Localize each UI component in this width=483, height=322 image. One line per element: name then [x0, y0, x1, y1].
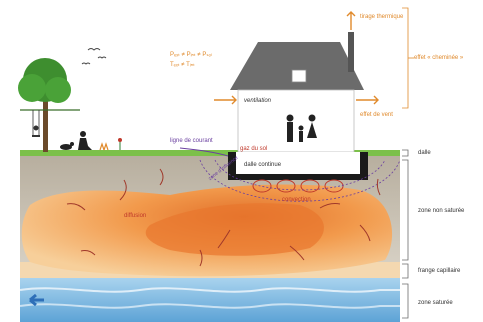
label-effet-cheminee: effet « cheminée »: [414, 55, 464, 61]
groundwater-flow-arrow: [29, 293, 44, 307]
crawl-space: [236, 152, 360, 174]
label-ligne-de-courant: ligne de courant: [170, 138, 213, 144]
family-icon: [286, 114, 317, 142]
label-effet-de-vent: effet de vent: [360, 112, 393, 118]
flow-arrow-icon: [66, 168, 381, 267]
label-zone-non-saturee: zone non saturée: [418, 208, 465, 214]
birds-icon: [81, 48, 107, 65]
zone-of-influence-arcs: [199, 159, 401, 202]
ground-surface: [20, 150, 400, 156]
label-dalle: dalle: [418, 150, 431, 156]
layer-brackets: [402, 149, 409, 319]
ventilation-arrows: [214, 11, 379, 105]
water-wave-2: [19, 303, 400, 309]
streamline-arrow: [179, 147, 229, 157]
house-walls: [237, 89, 355, 153]
house-window: [291, 69, 307, 83]
label-pressure-2: Tₑₓₜ ≠ Tᵢₙₜ: [170, 62, 195, 68]
label-diffusion: diffusion: [124, 213, 147, 219]
house-chimney: [348, 32, 354, 72]
person-sitting-icon: [78, 131, 92, 150]
dog-icon: [60, 142, 74, 150]
label-ventilation: ventilation: [244, 98, 272, 104]
plant-icon: [99, 138, 122, 151]
plume-core: [145, 203, 324, 256]
saturated-zone-water: [20, 278, 400, 322]
label-dalle-continue: dalle continue: [244, 162, 282, 168]
label-pressure-1: Pₑₓₜ ≠ Pᵢₙₜ ≠ Pₛₒₗ: [170, 52, 212, 58]
right-brackets: [402, 7, 414, 109]
house-roof: [230, 42, 364, 90]
continuous-slab: [228, 174, 368, 180]
convection-loops: [252, 179, 344, 193]
house: [228, 32, 368, 180]
foundation-right: [360, 152, 368, 180]
foundation-left: [228, 152, 236, 180]
swing-icon: [32, 110, 40, 137]
label-zone-saturee: zone saturée: [418, 300, 453, 306]
label-gaz-du-sol: gaz du sol: [240, 146, 268, 152]
label-frange-capillaire: frange capillaire: [418, 268, 461, 274]
water-wave-1: [19, 287, 400, 293]
tree-icon: [18, 58, 80, 152]
label-tirage-thermique: tirage thermique: [360, 14, 404, 20]
label-convection: convection: [282, 197, 311, 203]
